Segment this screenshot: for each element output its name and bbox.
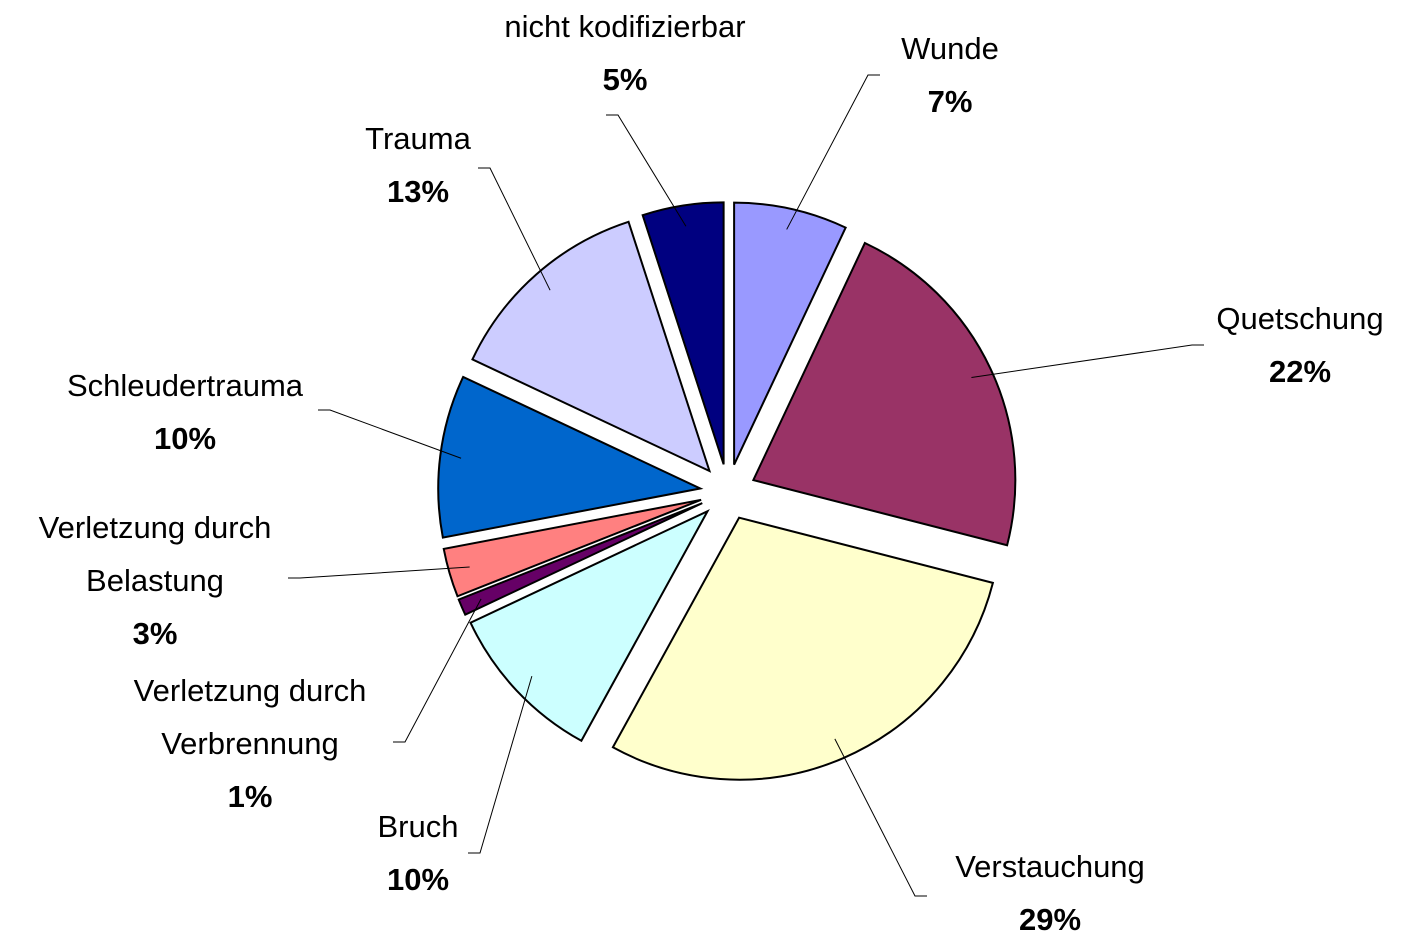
leader-line bbox=[786, 74, 880, 230]
leader-line bbox=[478, 167, 551, 291]
slice-value-label: 10% bbox=[153, 421, 217, 456]
slice-label: Schleudertrauma bbox=[66, 368, 304, 403]
pie-slice bbox=[457, 502, 703, 617]
slice-value-label: 29% bbox=[1018, 902, 1082, 937]
slice-label: Trauma bbox=[365, 121, 471, 156]
leader-line bbox=[606, 114, 687, 227]
leader-line bbox=[468, 676, 533, 854]
pie-slice bbox=[442, 498, 702, 598]
slice-label: Wunde bbox=[901, 31, 999, 66]
leader-line bbox=[971, 344, 1204, 378]
slice-value-label: 13% bbox=[386, 174, 450, 209]
slice-value-label: 22% bbox=[1268, 354, 1332, 389]
pie-slice bbox=[733, 201, 847, 466]
slice-value-label: 1% bbox=[227, 779, 273, 814]
slice-value-label: 7% bbox=[927, 84, 973, 119]
slice-label: Verletzung durch Belastung bbox=[38, 510, 272, 598]
pie-slice bbox=[751, 241, 1017, 547]
slice-value-label: 5% bbox=[602, 62, 648, 97]
slice-label: Bruch bbox=[377, 809, 459, 844]
pie-slice bbox=[437, 375, 704, 539]
slice-value-label: 3% bbox=[132, 616, 178, 651]
leader-line bbox=[288, 566, 470, 579]
pie-slice bbox=[611, 516, 995, 781]
slice-value-label: 10% bbox=[386, 862, 450, 897]
slice-label: Quetschung bbox=[1216, 301, 1384, 336]
slice-label: Verstauchung bbox=[955, 849, 1145, 884]
leader-line bbox=[393, 598, 482, 743]
leader-line bbox=[318, 409, 462, 459]
pie-slice bbox=[641, 201, 725, 465]
pie-slice bbox=[471, 220, 712, 473]
slice-label: Verletzung durch Verbrennung bbox=[133, 673, 367, 761]
leader-line bbox=[834, 738, 927, 897]
slice-label: nicht kodifizierbar bbox=[504, 9, 746, 44]
